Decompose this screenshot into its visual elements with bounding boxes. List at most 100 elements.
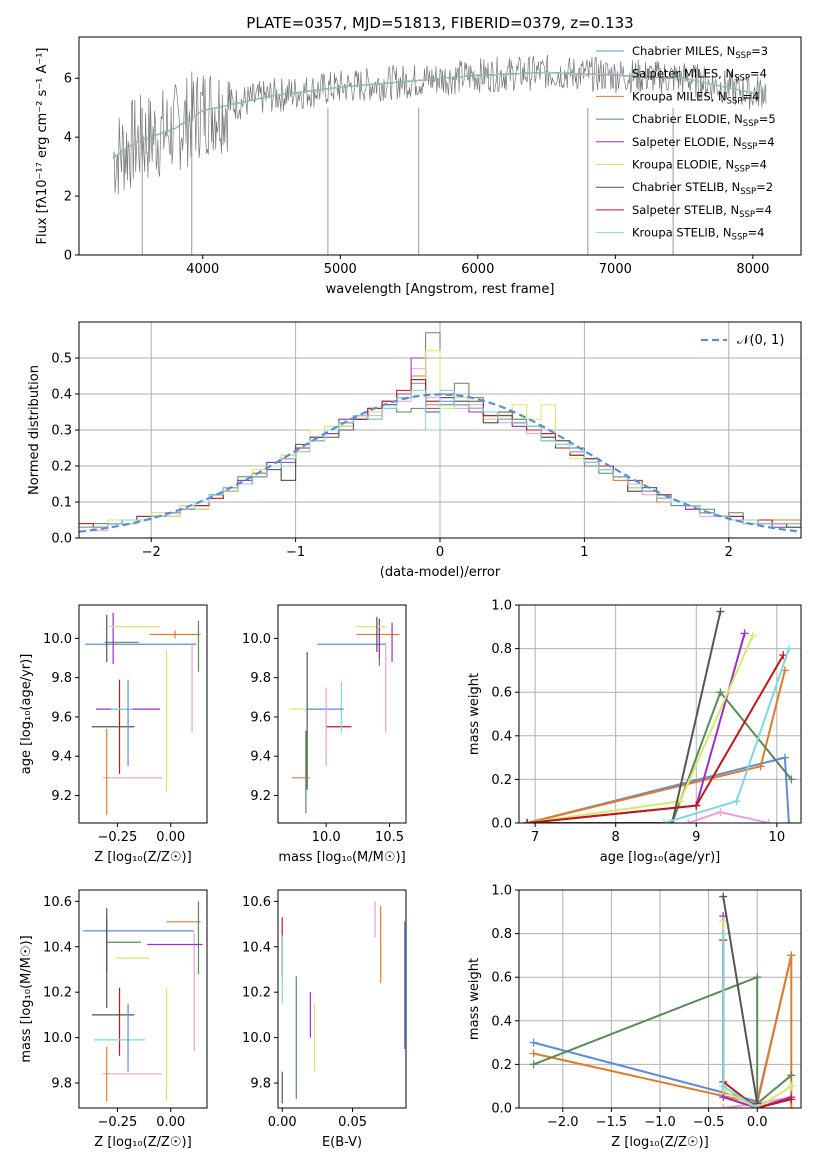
x-tick-label: 9 (692, 830, 700, 845)
y-tick-label: 10.4 (43, 940, 72, 955)
weight-line (533, 955, 793, 1108)
weight-marker (719, 1082, 728, 1091)
y-axis-label: mass weight (467, 673, 482, 755)
x-tick-label: 8000 (736, 262, 769, 277)
weight-marker (748, 631, 757, 640)
weight-marker (719, 1104, 728, 1108)
y-tick-label: 0.4 (491, 1014, 512, 1029)
x-tick-label: 0.00 (268, 1115, 297, 1130)
legend-entry: Kroupa STELIB, NSSP=4 (632, 226, 764, 243)
legend-entry: Salpeter MILES, NSSP=4 (632, 67, 767, 84)
weight-marker (787, 1071, 796, 1080)
y-axis-label: Normed distribution (27, 365, 42, 495)
y-tick-label: 0.3 (51, 424, 72, 439)
weight-marker (660, 819, 669, 823)
axes-frame (277, 889, 407, 1109)
weight-line (533, 975, 792, 1106)
x-tick-label: 7000 (599, 262, 632, 277)
axes-frame (277, 604, 407, 824)
y-tick-label: 9.8 (51, 1077, 72, 1092)
weight-line (526, 670, 786, 823)
plot-area (85, 612, 201, 816)
x-tick-label: −2.0 (547, 1115, 579, 1130)
weight-marker (780, 753, 789, 762)
weight-marker (784, 644, 793, 653)
series-line (113, 71, 588, 159)
plot-area (83, 901, 203, 1102)
series-line (113, 71, 588, 159)
plot-area (289, 616, 400, 814)
y-tick-label: 10.6 (43, 895, 72, 910)
x-tick-label: 2 (725, 545, 733, 560)
legend-entry: 𝒩(0, 1) (737, 333, 784, 348)
weight-marker (529, 1038, 538, 1047)
y-tick-label: 9.2 (51, 789, 72, 804)
x-tick-label: 8 (612, 830, 620, 845)
x-tick-label: 1 (580, 545, 588, 560)
y-tick-label: 10.0 (43, 632, 72, 647)
axes-frame (78, 604, 208, 824)
x-tick-label: 0.0 (747, 1115, 768, 1130)
weight-line (527, 611, 722, 823)
x-axis-label: age [log₁₀(age/yr)] (600, 850, 721, 865)
x-tick-label: −2 (142, 545, 161, 560)
y-tick-label: 9.4 (250, 750, 271, 765)
y-tick-label: 9.4 (51, 750, 72, 765)
weight-marker (692, 801, 701, 810)
y-tick-label: 9.8 (51, 671, 72, 686)
weight-marker (787, 775, 796, 784)
panel-spectrum: 4000 5000 6000 7000 8000 0 2 4 6 wavelength [Angs… (35, 36, 802, 297)
y-tick-label: 1.0 (491, 884, 512, 899)
y-tick-label: 9.2 (250, 789, 271, 804)
y-tick-label: 0.2 (491, 773, 512, 788)
x-tick-label: 0.05 (338, 1115, 367, 1130)
panels: 4000 5000 6000 7000 8000 0 2 4 6 wavelength [Angs… (19, 36, 802, 1150)
x-axis-label: Z [log₁₀(Z/Z☉)] (94, 850, 191, 865)
plot-area (113, 54, 767, 255)
x-axis-label: E(B-V) (322, 1135, 362, 1150)
x-tick-label: 4000 (186, 262, 219, 277)
y-tick-label: 0.0 (491, 1102, 512, 1117)
weight-marker (716, 688, 725, 697)
x-tick-label: 10.5 (375, 830, 404, 845)
weight-marker (719, 916, 728, 925)
x-tick-label: −1.0 (644, 1115, 676, 1130)
plot-area (523, 607, 796, 823)
x-tick-label: 5000 (324, 262, 357, 277)
legend-entry: Kroupa ELODIE, NSSP=4 (632, 158, 767, 175)
panel-age_vs_mass: 10.0 10.5 9.2 9.4 9.6 9.8 10.0 mass [log₁₀(M/M☉… (242, 604, 407, 865)
panel-age_vs_Z: −0.25 0.00 9.2 9.4 9.6 9.8 10.0 Z [log₁₀(Z/Z☉)]… (19, 604, 208, 865)
weight-marker (787, 1095, 796, 1104)
series-line (113, 71, 588, 159)
weight-marker (732, 797, 741, 806)
x-tick-label: 7 (531, 830, 539, 845)
gaussian-reference (79, 393, 801, 533)
plot-area (281, 901, 406, 1104)
y-axis-label: age [log₁₀(age/yr)] (19, 654, 34, 775)
y-axis-label: Flux [fλ10⁻¹⁷ erg cm⁻² s⁻¹ A⁻¹] (35, 48, 50, 245)
weight-marker (787, 951, 796, 960)
x-tick-label: 0 (436, 545, 444, 560)
y-tick-label: 0 (64, 249, 72, 264)
y-tick-label: 1.0 (491, 599, 512, 614)
legend-entry: Salpeter STELIB, NSSP=4 (632, 203, 772, 220)
axes-frame (518, 889, 802, 1109)
x-tick-label: 10 (769, 830, 786, 845)
y-axis-label: mass weight (467, 958, 482, 1040)
panel-mass_vs_ebv: 0.00 0.05 9.8 10.0 10.2 10.4 10.6 E(B-V) (242, 889, 407, 1150)
weight-marker (529, 1049, 538, 1058)
x-tick-label: −0.5 (693, 1115, 725, 1130)
y-tick-label: 10.2 (242, 986, 271, 1001)
y-tick-label: 9.6 (250, 710, 271, 725)
x-tick-label: 0.00 (156, 1115, 185, 1130)
y-tick-label: 10.0 (43, 1031, 72, 1046)
axes-frame (78, 36, 802, 256)
y-tick-label: 0.0 (51, 532, 72, 547)
legend-entry: Chabrier STELIB, NSSP=2 (632, 180, 773, 197)
y-tick-label: 0.4 (51, 388, 72, 403)
y-tick-label: 10.4 (242, 940, 271, 955)
weight-marker (719, 892, 728, 901)
y-tick-label: 0.5 (51, 352, 72, 367)
weight-marker (753, 1104, 762, 1108)
